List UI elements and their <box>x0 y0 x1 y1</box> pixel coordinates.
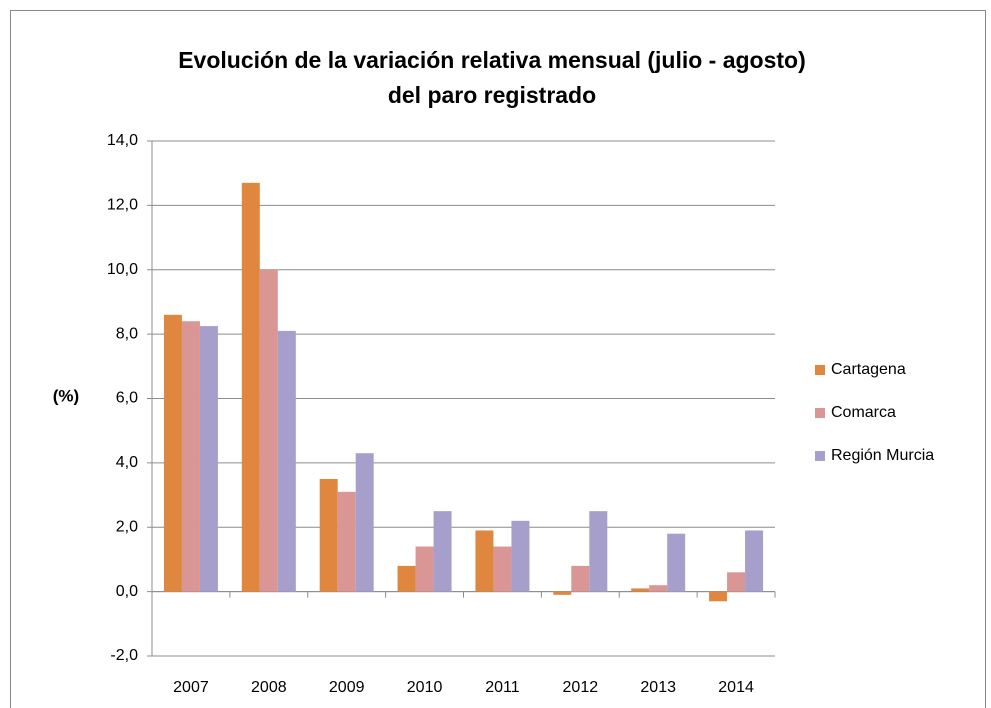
x-tick-label: 2007 <box>173 679 209 696</box>
x-tick-label: 2013 <box>640 679 676 696</box>
bar <box>337 491 356 592</box>
x-tick-label: 2014 <box>718 679 754 696</box>
bar <box>589 511 608 592</box>
bar <box>181 321 200 592</box>
legend-swatch <box>815 365 825 375</box>
x-tick-label: 2009 <box>329 679 365 696</box>
legend-swatch <box>815 451 825 461</box>
y-tick-label: -2,0 <box>110 647 138 664</box>
bar <box>571 565 590 592</box>
bar <box>163 314 182 592</box>
bar <box>355 453 374 592</box>
y-tick-label: 4,0 <box>116 454 138 471</box>
x-tick-label: 2012 <box>563 679 599 696</box>
y-tick-label: 10,0 <box>107 261 138 278</box>
x-tick-label: 2011 <box>485 679 520 696</box>
y-tick-label: 12,0 <box>107 197 138 214</box>
bar <box>199 326 218 592</box>
bar <box>259 269 278 592</box>
y-tick-label: 8,0 <box>116 325 138 342</box>
bar <box>553 591 572 595</box>
legend-label: Región Murcia <box>831 447 934 464</box>
bar <box>319 478 338 592</box>
legend-swatch <box>815 408 825 418</box>
bar <box>727 572 746 592</box>
y-tick-label: 0,0 <box>116 583 138 600</box>
y-tick-label: 14,0 <box>107 132 138 149</box>
chart-title: del paro registrado <box>388 82 596 108</box>
chart-border <box>10 10 986 708</box>
x-tick-label: 2008 <box>251 679 287 696</box>
y-tick-label: 6,0 <box>116 390 138 407</box>
legend-label: Cartagena <box>831 361 906 378</box>
bar <box>709 591 728 602</box>
bar <box>397 565 416 592</box>
bar <box>667 533 686 592</box>
legend-label: Comarca <box>831 404 896 421</box>
bar <box>433 511 452 592</box>
bar <box>277 330 296 592</box>
bar <box>493 546 512 592</box>
bar <box>745 530 764 592</box>
bar <box>241 182 260 592</box>
chart-title: Evolución de la variación relativa mensu… <box>178 47 806 73</box>
bar <box>475 530 494 592</box>
x-tick-label: 2010 <box>407 679 443 696</box>
bar <box>631 588 650 592</box>
y-axis-label: (%) <box>53 386 79 405</box>
bar <box>511 520 530 592</box>
bar <box>649 585 668 592</box>
y-tick-label: 2,0 <box>116 518 138 535</box>
bar <box>415 546 434 592</box>
